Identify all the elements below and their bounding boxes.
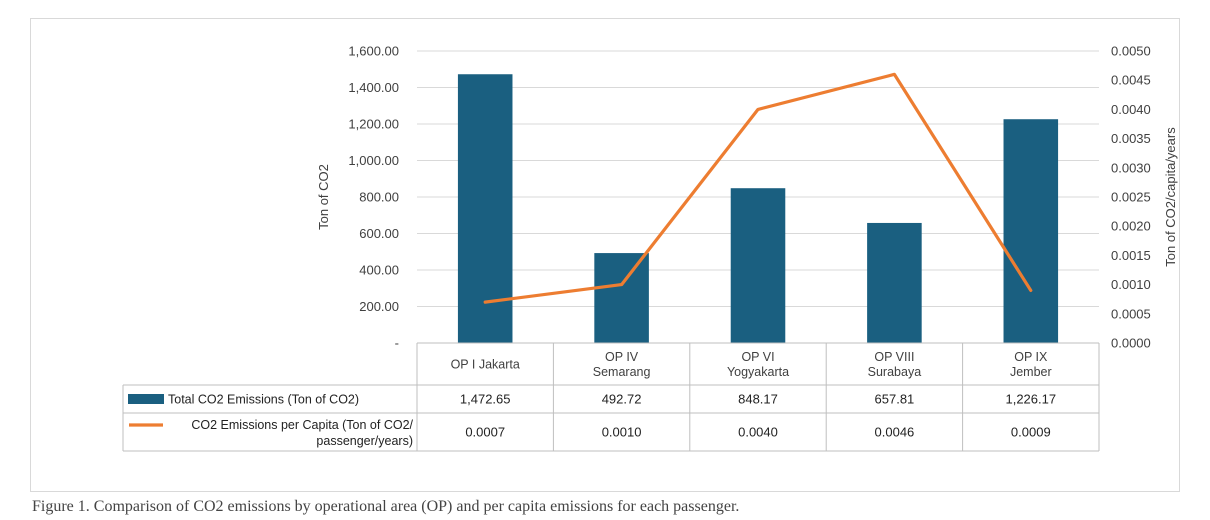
- y-right-tick-label: 0.0035: [1111, 131, 1151, 146]
- table-cell-total: 492.72: [602, 392, 642, 407]
- y-left-tick-label: 1,200.00: [348, 117, 399, 132]
- legend-bar-label: Total CO2 Emissions (Ton of CO2): [168, 393, 359, 407]
- y-left-tick-label: 400.00: [359, 263, 399, 278]
- figure-caption: Figure 1. Comparison of CO2 emissions by…: [32, 498, 740, 515]
- y-right-tick-label: 0.0000: [1111, 336, 1151, 351]
- category-label: OP IV: [605, 350, 639, 364]
- category-label: Jember: [1010, 365, 1052, 379]
- table-cell-total: 1,226.17: [1005, 392, 1056, 407]
- y-left-tick-label: 200.00: [359, 299, 399, 314]
- y-right-tick-label: 0.0040: [1111, 102, 1151, 117]
- bar: [1003, 119, 1059, 344]
- table-cell-per-capita: 0.0007: [465, 425, 505, 440]
- category-label: Yogyakarta: [727, 365, 789, 379]
- y-left-axis-title: Ton of CO2: [316, 164, 331, 230]
- table-cell-per-capita: 0.0046: [875, 425, 915, 440]
- category-label: Surabaya: [868, 365, 922, 379]
- y-right-tick-label: 0.0030: [1111, 160, 1151, 175]
- y-left-tick-label: 800.00: [359, 190, 399, 205]
- y-right-tick-label: 0.0025: [1111, 190, 1151, 205]
- y-left-tick-label: 1,600.00: [348, 44, 399, 59]
- line-layer: [483, 72, 1033, 304]
- combo-chart: - 200.00 400.00 600.00 800.00 1,000.00 1,200.0…: [122, 44, 1178, 452]
- y-right-tick-label: 0.0050: [1111, 44, 1151, 59]
- y-left-tick-label: -: [395, 336, 399, 351]
- y-right-tick-label: 0.0045: [1111, 73, 1151, 88]
- y-right-axis-title: Ton of CO2/capita/years: [1163, 127, 1178, 267]
- category-label: OP IX: [1014, 350, 1048, 364]
- category-label: Semarang: [593, 365, 651, 379]
- legend-line-label: CO2 Emissions per Capita (Ton of CO2/: [191, 418, 413, 432]
- legend-line-label: passenger/years): [316, 434, 413, 448]
- table-cell-per-capita: 0.0009: [1011, 425, 1051, 440]
- bar: [867, 222, 922, 343]
- y-right-tick-label: 0.0010: [1111, 277, 1151, 292]
- y-left-tick-label: 1,000.00: [348, 153, 399, 168]
- category-label: OP VIII: [874, 350, 914, 364]
- y-right-tick-label: 0.0005: [1111, 306, 1151, 321]
- category-label: OP I Jakarta: [451, 358, 520, 372]
- chart-frame: - 200.00 400.00 600.00 800.00 1,000.00 1,200.0…: [30, 18, 1180, 492]
- bar: [594, 253, 649, 343]
- table-cell-per-capita: 0.0010: [602, 425, 642, 440]
- category-label: OP VI: [741, 350, 774, 364]
- table-cell-total: 1,472.65: [460, 392, 511, 407]
- y-left-tick-label: 600.00: [359, 226, 399, 241]
- bar: [730, 188, 786, 343]
- table-cell-total: 657.81: [875, 392, 915, 407]
- legend-bar-swatch: [128, 394, 164, 404]
- y-left-tick-label: 1,400.00: [348, 80, 399, 95]
- axis-layer: - 200.00 400.00 600.00 800.00 1,000.00 1,200.0…: [316, 44, 1178, 351]
- table-cell-per-capita: 0.0040: [738, 425, 778, 440]
- table-cell-total: 848.17: [738, 392, 778, 407]
- bar-layer: [457, 74, 1059, 344]
- y-right-tick-label: 0.0020: [1111, 219, 1151, 234]
- y-right-tick-label: 0.0015: [1111, 248, 1151, 263]
